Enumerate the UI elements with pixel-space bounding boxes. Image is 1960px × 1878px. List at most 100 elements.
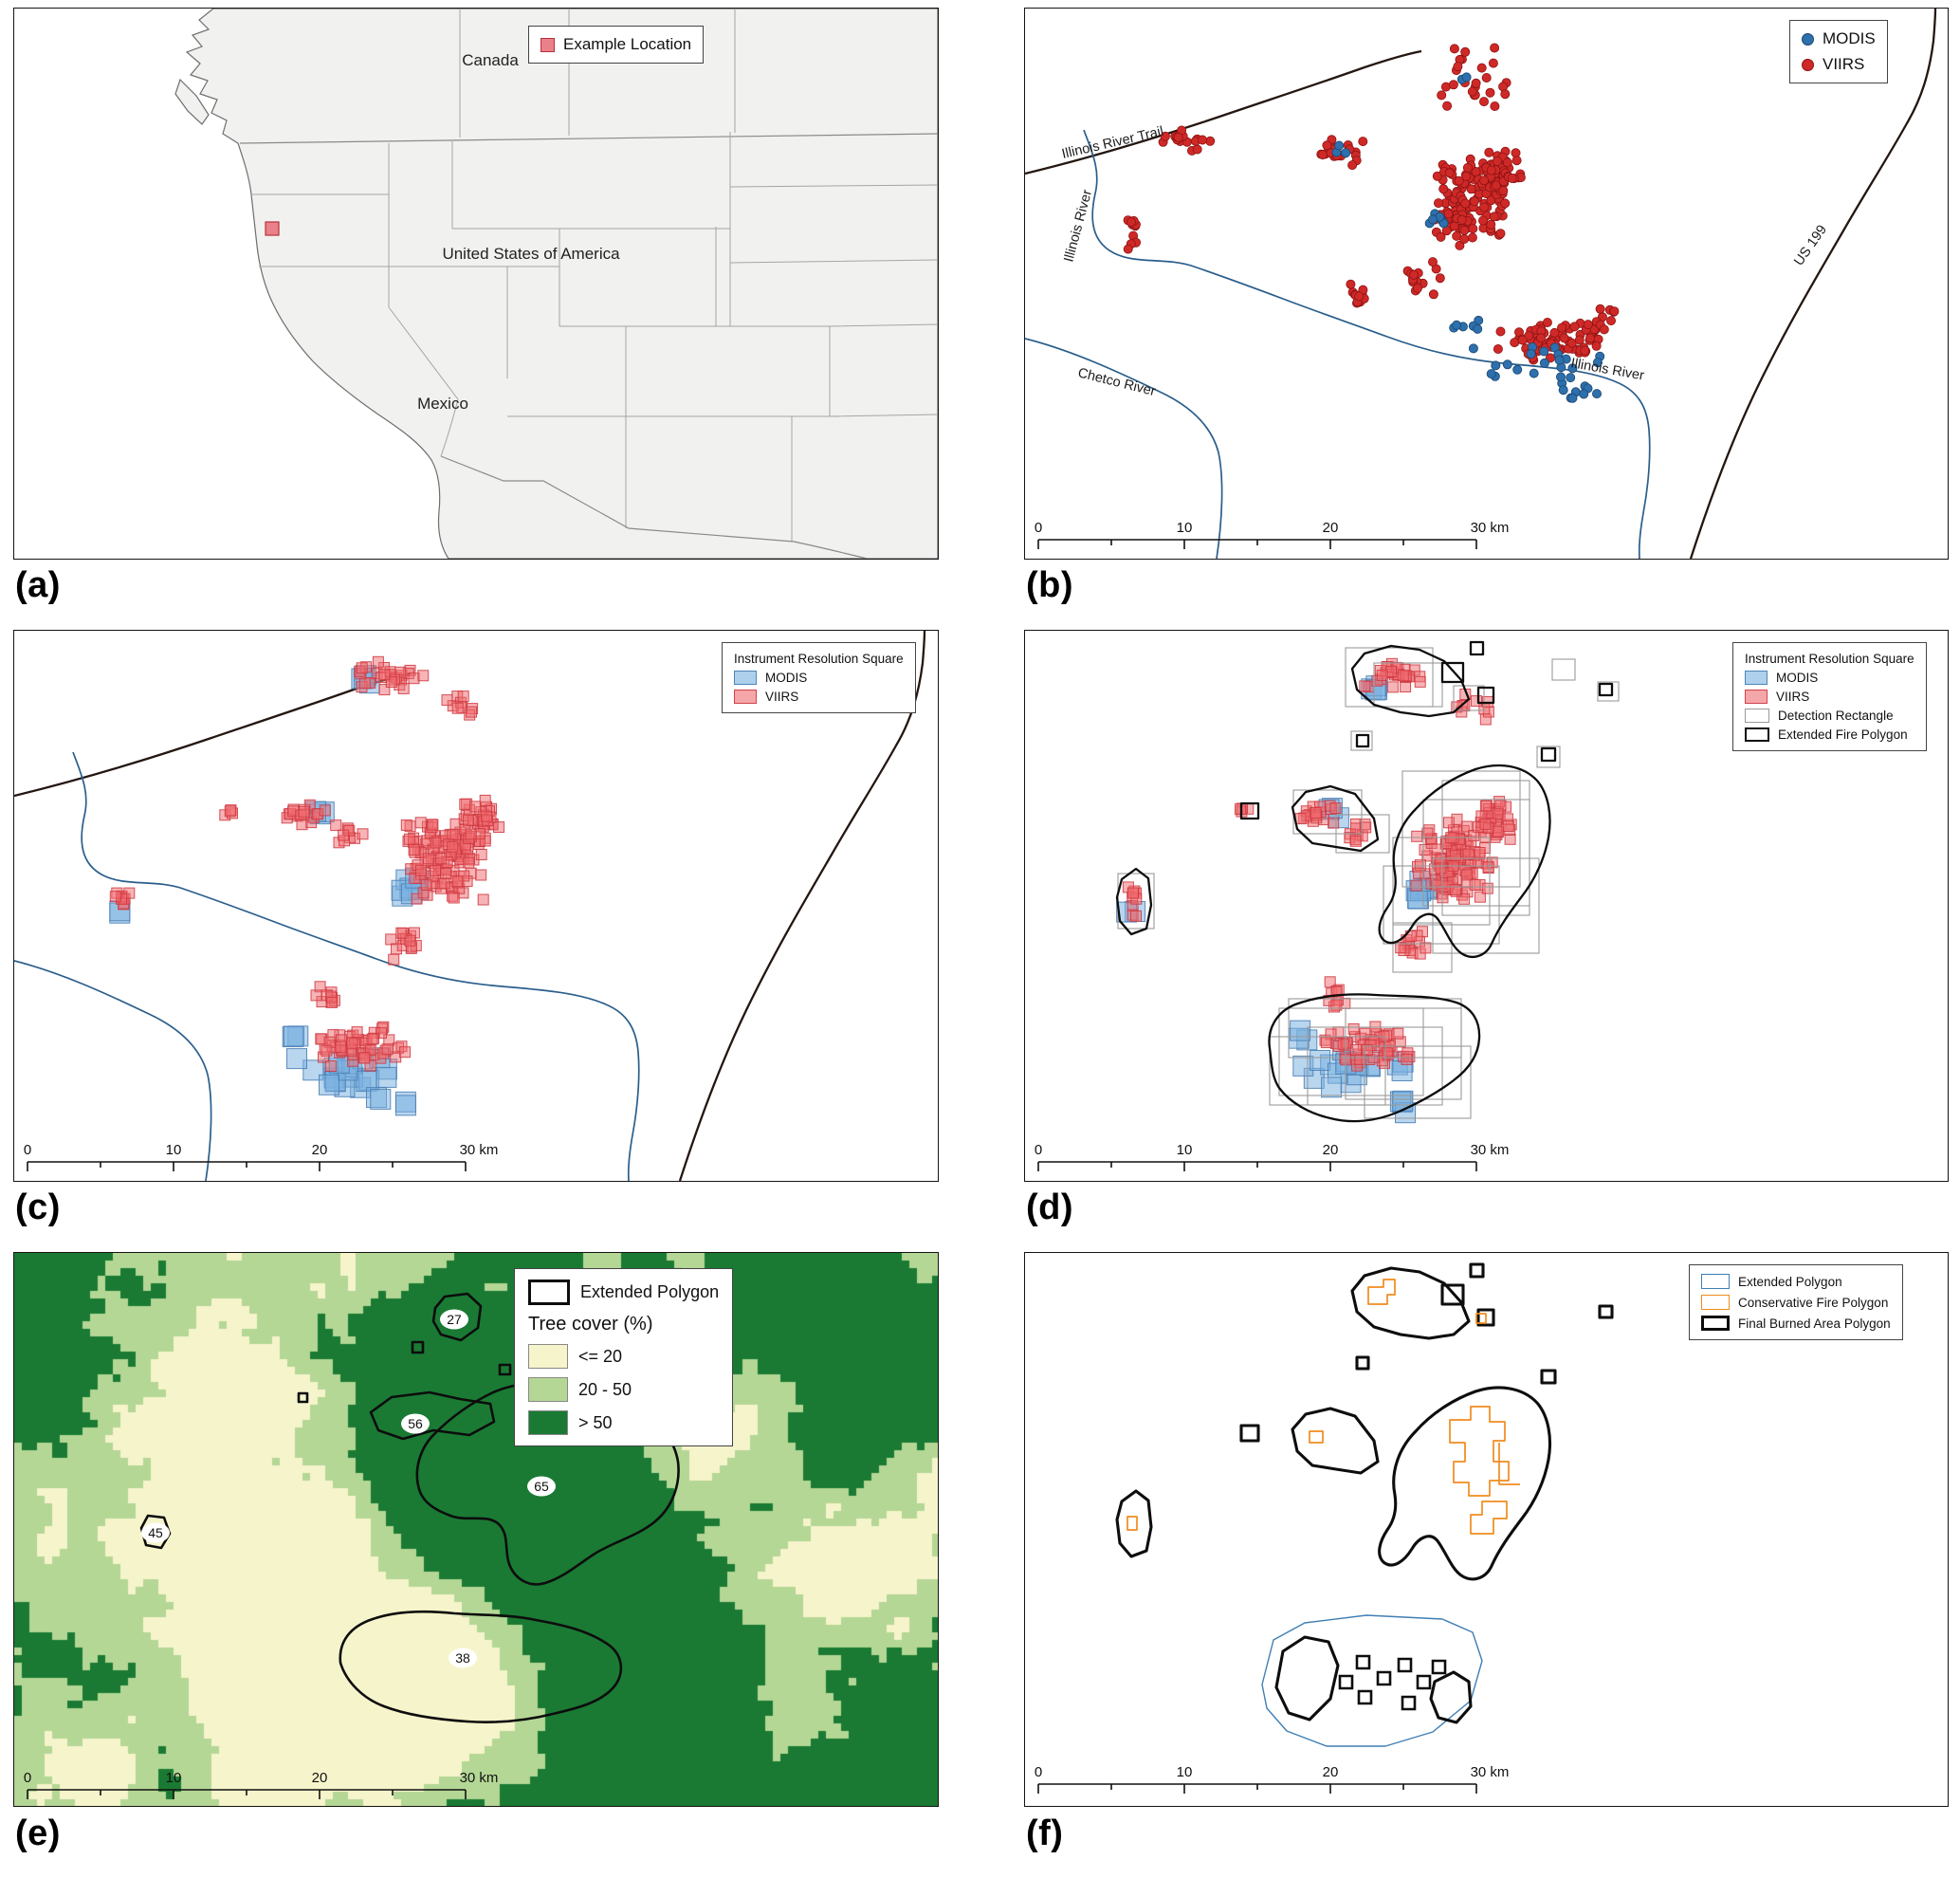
scalebar-label: 0 bbox=[1035, 1142, 1042, 1158]
panel-f: 0 10 20 30 km Extended Polygon Conservative… bbox=[1024, 1252, 1949, 1807]
scalebar-label: 10 bbox=[166, 1142, 182, 1158]
viirs-point bbox=[1454, 175, 1464, 186]
final-burned-area-polygon-swatch bbox=[1701, 1316, 1730, 1331]
viirs-square bbox=[414, 817, 427, 829]
viirs-square bbox=[1419, 844, 1431, 856]
viirs-square bbox=[324, 1060, 337, 1072]
legend-label: Detection Rectangle bbox=[1778, 709, 1894, 723]
scalebar-label: 0 bbox=[24, 1142, 31, 1158]
viirs-point bbox=[1495, 229, 1506, 239]
polygon-label-pill-56: 56 bbox=[401, 1413, 430, 1434]
chetco-river-line bbox=[1025, 338, 1223, 559]
viirs-point bbox=[1456, 214, 1467, 225]
example-location-swatch bbox=[540, 37, 555, 52]
polygon-label-pill-65: 65 bbox=[527, 1476, 556, 1497]
final-burned-polygon bbox=[1540, 1369, 1557, 1385]
viirs-point bbox=[1476, 63, 1487, 73]
viirs-square bbox=[493, 821, 505, 833]
viirs-point bbox=[1479, 175, 1490, 186]
viirs-point bbox=[1205, 136, 1216, 146]
viirs-square bbox=[1474, 847, 1486, 858]
legend-row-tree-le20: <= 20 bbox=[528, 1344, 719, 1369]
legend-row-viirs: VIIRS bbox=[1802, 55, 1876, 74]
scalebar-label: 20 bbox=[312, 1770, 328, 1786]
viirs-square bbox=[385, 676, 397, 688]
panel-f-label: (f) bbox=[1026, 1814, 1064, 1853]
viirs-point bbox=[1358, 137, 1368, 147]
modis-point bbox=[1558, 385, 1568, 396]
extended-polygon-swatch bbox=[1701, 1274, 1730, 1289]
scalebar-label: 20 bbox=[1323, 520, 1339, 536]
modis-point bbox=[1539, 358, 1549, 368]
us-199-road-line bbox=[1689, 9, 1937, 559]
scalebar: 0 10 20 30 km bbox=[1035, 520, 1509, 549]
conservative-polygon-top bbox=[1367, 1279, 1396, 1305]
extended-polygon-outline bbox=[1261, 1614, 1483, 1747]
scalebar-label: 10 bbox=[1177, 1764, 1193, 1780]
viirs-point bbox=[1467, 232, 1477, 243]
pill-text: 38 bbox=[455, 1650, 470, 1666]
viirs-point bbox=[1427, 257, 1438, 267]
viirs-point bbox=[1469, 196, 1479, 207]
detection-rectangle bbox=[1335, 814, 1390, 854]
chetco-river-line bbox=[14, 960, 212, 1181]
extended-polygon-56 bbox=[369, 1390, 496, 1441]
detection-rectangle bbox=[1453, 685, 1485, 711]
viirs-square bbox=[479, 794, 491, 806]
scalebar-label: 20 bbox=[312, 1142, 328, 1158]
viirs-square bbox=[481, 810, 492, 822]
modis-point bbox=[1566, 373, 1576, 383]
viirs-square bbox=[1330, 999, 1343, 1011]
viirs-point bbox=[1435, 273, 1445, 284]
scalebar-label: 10 bbox=[166, 1770, 182, 1786]
panel-f-map-svg: 0 10 20 30 km bbox=[1035, 1262, 1614, 1794]
viirs-square bbox=[466, 706, 477, 718]
pill-text: 65 bbox=[534, 1479, 549, 1494]
final-burned-polygon bbox=[1598, 1304, 1614, 1319]
viirs-point bbox=[1495, 326, 1506, 337]
chetco-river-label: Chetco River bbox=[1076, 365, 1157, 399]
viirs-square bbox=[364, 1044, 376, 1057]
hydro-layer bbox=[1025, 9, 1937, 559]
state-borders bbox=[251, 132, 938, 542]
modis-point bbox=[1579, 389, 1589, 399]
viirs-square bbox=[477, 893, 489, 906]
viirs-square bbox=[1451, 701, 1463, 713]
viirs-point bbox=[1459, 233, 1470, 244]
modis-point bbox=[1427, 214, 1438, 225]
extended-polygon-38 bbox=[339, 1610, 623, 1723]
viirs-square bbox=[403, 833, 415, 845]
polygon-number-labels: 27 56 65 45 38 bbox=[141, 1309, 556, 1668]
viirs-point bbox=[1438, 184, 1449, 194]
viirs-square-swatch bbox=[1745, 690, 1768, 704]
viirs-point bbox=[1574, 335, 1584, 345]
viirs-square bbox=[364, 1059, 376, 1072]
viirs-square bbox=[358, 1052, 371, 1064]
viirs-square bbox=[463, 856, 475, 869]
vancouver-island bbox=[174, 78, 210, 125]
viirs-point bbox=[1347, 160, 1358, 171]
viirs-square bbox=[338, 829, 350, 841]
viirs-points-layer bbox=[1123, 43, 1620, 365]
pill-bg bbox=[527, 1476, 556, 1497]
scalebar-label: 0 bbox=[1035, 520, 1042, 536]
viirs-point bbox=[1485, 87, 1495, 98]
viirs-point bbox=[1460, 46, 1471, 57]
modis-dot-swatch bbox=[1802, 32, 1814, 46]
modis-point bbox=[1341, 148, 1351, 158]
modis-point bbox=[1486, 369, 1496, 379]
detection-rectangle bbox=[1269, 1036, 1386, 1106]
modis-point bbox=[1491, 360, 1501, 371]
illinois-river-label: Illinois River bbox=[1061, 188, 1095, 264]
viirs-square bbox=[399, 1046, 412, 1059]
panel-b-map-svg: Illinois River Trail Illinois River Chet… bbox=[1025, 9, 1937, 559]
fire-polygon bbox=[1598, 682, 1614, 697]
viirs-square bbox=[1460, 869, 1473, 881]
legend-row-viirs: VIIRS bbox=[1745, 690, 1914, 704]
extended-polygon-45 bbox=[139, 1514, 172, 1550]
legend-label: MODIS bbox=[1776, 671, 1819, 685]
legend-label: > 50 bbox=[578, 1412, 613, 1432]
us-mexico-border bbox=[440, 455, 869, 559]
final-burned-blob-left bbox=[1274, 1635, 1340, 1722]
modis-square bbox=[1392, 1090, 1414, 1112]
